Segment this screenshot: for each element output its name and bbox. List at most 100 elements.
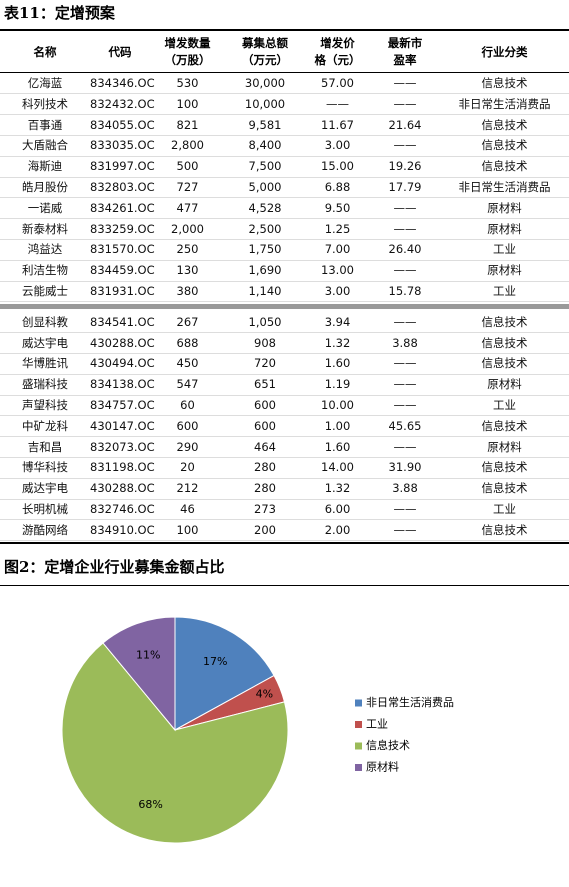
table-cell: 57.00 bbox=[321, 76, 354, 90]
table-cell: 20 bbox=[180, 460, 195, 475]
table-cell: 280 bbox=[254, 460, 276, 475]
table-cell: 非日常生活消费品 bbox=[458, 96, 551, 111]
table-cell: 信息技术 bbox=[481, 314, 528, 329]
table-cell: 21.64 bbox=[388, 117, 422, 132]
table-cell: 430147.OC bbox=[90, 418, 155, 433]
table-cell: —— bbox=[393, 502, 417, 516]
table-cell: 15.78 bbox=[388, 284, 422, 298]
legend-swatch bbox=[355, 699, 362, 707]
pie-slice bbox=[174, 616, 275, 731]
table-cell: 鸿益达 bbox=[27, 242, 63, 257]
table-cell: 2,000 bbox=[171, 221, 204, 236]
row-line bbox=[0, 155, 569, 157]
table-cell: 45.65 bbox=[388, 418, 422, 433]
legend-label: 原材料 bbox=[366, 760, 399, 774]
table-cell: 10,000 bbox=[244, 96, 286, 111]
table-cell: 1.32 bbox=[324, 481, 351, 496]
column-header: 代码 bbox=[108, 44, 132, 59]
table-cell: 500 bbox=[176, 159, 199, 174]
table-cell: —— bbox=[393, 356, 417, 371]
table-cell: 450 bbox=[176, 356, 199, 371]
table-cell: 信息技术 bbox=[481, 335, 528, 350]
table-title: 表11：定增预案 bbox=[4, 4, 115, 22]
row-line bbox=[0, 114, 569, 116]
column-header: 增发价 bbox=[320, 36, 355, 50]
table-cell: 非日常生活消费品 bbox=[458, 180, 551, 194]
table-cell: 亿海蓝 bbox=[27, 76, 63, 90]
legend-swatch bbox=[355, 742, 362, 750]
row-line bbox=[0, 456, 569, 458]
table-cell: 5,000 bbox=[248, 180, 282, 194]
row-line bbox=[0, 238, 569, 240]
table-cell: 信息技术 bbox=[481, 76, 528, 90]
table-cell: 430288.OC bbox=[90, 481, 155, 496]
table-cell: 2.00 bbox=[324, 522, 351, 537]
table-cell: 60 bbox=[180, 398, 195, 412]
column-header: （万元） bbox=[242, 53, 288, 67]
table-cell: —— bbox=[393, 200, 417, 215]
table-cell: 834541.OC bbox=[90, 314, 155, 329]
row-line bbox=[0, 197, 569, 199]
table-cell: —— bbox=[393, 96, 417, 111]
table-cell: 30,000 bbox=[244, 76, 286, 90]
table-cell: 46 bbox=[180, 502, 195, 516]
table-cell: 海斯迪 bbox=[27, 159, 63, 174]
table-cell: 100 bbox=[176, 96, 199, 111]
table-cell: 2,800 bbox=[171, 138, 204, 153]
table-cell: —— bbox=[393, 76, 417, 90]
table-cell: 15.00 bbox=[321, 159, 354, 174]
row-line bbox=[0, 394, 569, 396]
row-line bbox=[0, 540, 569, 542]
table-cell: 2,500 bbox=[248, 221, 282, 236]
table-cell: 博华科技 bbox=[22, 460, 68, 475]
table-cell: 大盾融合 bbox=[22, 138, 68, 153]
legend-label: 非日常生活消费品 bbox=[366, 695, 454, 709]
pie-slice bbox=[102, 616, 176, 732]
table-cell: 600 bbox=[176, 418, 199, 433]
table-cell: 430494.OC bbox=[90, 356, 155, 371]
table-cell: 威达宇电 bbox=[22, 481, 68, 496]
table-cell: 727 bbox=[176, 180, 199, 194]
table-cell: 688 bbox=[176, 335, 199, 350]
legend-label: 工业 bbox=[366, 718, 388, 731]
table-cell: 工业 bbox=[493, 398, 516, 412]
row-line bbox=[0, 218, 569, 220]
table-cell: 7.00 bbox=[324, 242, 351, 257]
rule bbox=[0, 72, 569, 73]
separator bbox=[0, 303, 569, 309]
table-cell: 信息技术 bbox=[481, 418, 528, 433]
rule bbox=[0, 585, 569, 586]
table-cell: 工业 bbox=[493, 284, 516, 298]
table-cell: 1,690 bbox=[248, 263, 282, 278]
pie-slice bbox=[61, 642, 289, 844]
table-cell: 250 bbox=[176, 242, 199, 257]
table-cell: 3.88 bbox=[392, 335, 418, 350]
table-cell: 云能威士 bbox=[22, 284, 68, 298]
table-cell: 821 bbox=[176, 117, 199, 132]
table-cell: 10.00 bbox=[321, 398, 354, 412]
legend-label: 信息技术 bbox=[366, 738, 410, 752]
row-line bbox=[0, 477, 569, 479]
table-cell: —— bbox=[326, 96, 349, 111]
table-cell: —— bbox=[393, 138, 417, 153]
table-cell: 833259.OC bbox=[90, 221, 155, 236]
table-cell: 盛瑞科技 bbox=[22, 377, 68, 392]
table-cell: 信息技术 bbox=[481, 481, 528, 496]
table-cell: 游酷网络 bbox=[22, 522, 68, 537]
table-cell: 原材料 bbox=[487, 263, 522, 278]
table-cell: 14.00 bbox=[321, 460, 354, 475]
row-line bbox=[0, 176, 569, 178]
table-cell: 17.79 bbox=[388, 180, 422, 194]
chart-title: 图2：定增企业行业募集金额占比 bbox=[4, 558, 225, 576]
table-cell: 中矿龙科 bbox=[22, 418, 68, 433]
table-cell: 200 bbox=[254, 522, 276, 537]
column-header: 增发数量 bbox=[164, 36, 211, 50]
table-cell: 31.90 bbox=[388, 460, 422, 475]
column-header: 格（元） bbox=[314, 53, 361, 67]
table-cell: 华博胜讯 bbox=[22, 356, 68, 371]
table-cell: 832073.OC bbox=[90, 439, 155, 454]
table-cell: 吉和昌 bbox=[27, 439, 63, 454]
table-cell: 9,581 bbox=[248, 117, 282, 132]
table-cell: 831997.OC bbox=[90, 159, 155, 174]
table-cell: 19.26 bbox=[388, 159, 422, 174]
